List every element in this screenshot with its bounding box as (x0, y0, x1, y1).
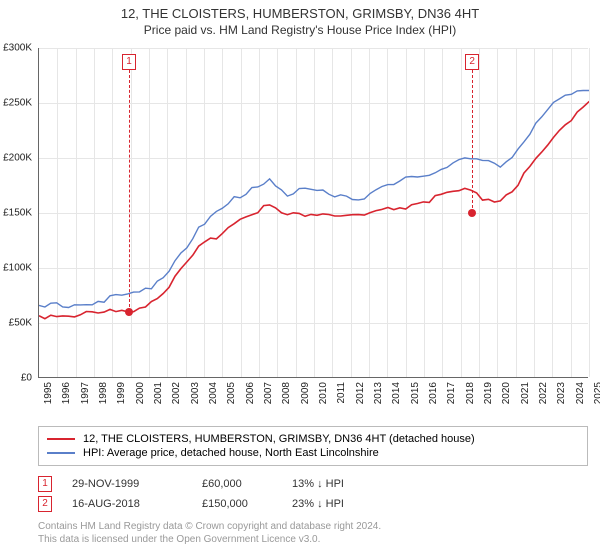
transaction-marker-line (472, 70, 473, 213)
transaction-row: 1 29-NOV-1999 £60,000 13% ↓ HPI (38, 476, 588, 492)
chart-subtitle: Price paid vs. HM Land Registry's House … (0, 23, 600, 37)
y-axis-label: £50K (9, 318, 32, 329)
transaction-diff: 13% ↓ HPI (292, 478, 382, 490)
footer-text: Contains HM Land Registry data © Crown c… (38, 520, 588, 546)
transaction-marker-dot (468, 209, 476, 217)
legend-label: 12, THE CLOISTERS, HUMBERSTON, GRIMSBY, … (83, 433, 475, 445)
series-svg (39, 48, 589, 378)
x-axis-label: 2016 (428, 382, 439, 404)
y-axis-label: £300K (3, 43, 32, 54)
transaction-row: 2 16-AUG-2018 £150,000 23% ↓ HPI (38, 496, 588, 512)
gridline-v (589, 48, 590, 377)
transaction-marker-box: 1 (122, 54, 136, 70)
chart-title: 12, THE CLOISTERS, HUMBERSTON, GRIMSBY, … (0, 6, 600, 21)
x-axis-label: 1998 (98, 382, 109, 404)
series-hpi (39, 91, 589, 308)
x-axis-label: 2011 (336, 382, 347, 404)
x-axis-label: 2004 (208, 382, 219, 404)
legend-row: HPI: Average price, detached house, Nort… (47, 447, 579, 459)
x-axis-label: 1995 (43, 382, 54, 404)
x-axis-label: 2008 (281, 382, 292, 404)
legend-and-footer: 12, THE CLOISTERS, HUMBERSTON, GRIMSBY, … (38, 426, 588, 546)
legend-row: 12, THE CLOISTERS, HUMBERSTON, GRIMSBY, … (47, 433, 579, 445)
x-axis-label: 1997 (80, 382, 91, 404)
x-axis-label: 2007 (263, 382, 274, 404)
x-axis-label: 2015 (410, 382, 421, 404)
transaction-marker-box: 2 (465, 54, 479, 70)
x-axis-label: 2013 (373, 382, 384, 404)
x-axis-label: 2018 (465, 382, 476, 404)
transaction-marker-icon: 2 (38, 496, 52, 512)
transaction-marker-line (129, 70, 130, 312)
x-axis-label: 2002 (171, 382, 182, 404)
x-axis-label: 2012 (355, 382, 366, 404)
x-axis-label: 2006 (245, 382, 256, 404)
x-axis-label: 2019 (483, 382, 494, 404)
plot-region: £0£50K£100K£150K£200K£250K£300K199519961… (38, 48, 588, 378)
y-axis-label: £150K (3, 208, 32, 219)
series-property (39, 102, 589, 319)
y-axis-label: £250K (3, 98, 32, 109)
y-axis-label: £0 (21, 373, 32, 384)
transaction-date: 29-NOV-1999 (72, 478, 182, 490)
x-axis-label: 2023 (556, 382, 567, 404)
x-axis-label: 2020 (501, 382, 512, 404)
x-axis-label: 2009 (300, 382, 311, 404)
y-axis-label: £200K (3, 153, 32, 164)
x-axis-label: 2014 (391, 382, 402, 404)
x-axis-label: 2017 (446, 382, 457, 404)
transaction-diff: 23% ↓ HPI (292, 498, 382, 510)
x-axis-label: 2025 (593, 382, 600, 404)
transaction-marker-icon: 1 (38, 476, 52, 492)
y-axis-label: £100K (3, 263, 32, 274)
x-axis-label: 1999 (116, 382, 127, 404)
transaction-price: £60,000 (202, 478, 272, 490)
x-axis-label: 2022 (538, 382, 549, 404)
x-axis-label: 1996 (61, 382, 72, 404)
legend-label: HPI: Average price, detached house, Nort… (83, 447, 379, 459)
x-axis-label: 2000 (135, 382, 146, 404)
title-block: 12, THE CLOISTERS, HUMBERSTON, GRIMSBY, … (0, 0, 600, 37)
transaction-marker-dot (125, 308, 133, 316)
chart-area: £0£50K£100K£150K£200K£250K£300K199519961… (38, 48, 588, 378)
chart-container: 12, THE CLOISTERS, HUMBERSTON, GRIMSBY, … (0, 0, 600, 560)
legend-box: 12, THE CLOISTERS, HUMBERSTON, GRIMSBY, … (38, 426, 588, 466)
x-axis-label: 2003 (190, 382, 201, 404)
x-axis-label: 2021 (520, 382, 531, 404)
x-axis-label: 2010 (318, 382, 329, 404)
legend-swatch (47, 438, 75, 440)
footer-line-1: Contains HM Land Registry data © Crown c… (38, 520, 588, 533)
legend-swatch (47, 452, 75, 454)
x-axis-label: 2005 (226, 382, 237, 404)
footer-line-2: This data is licensed under the Open Gov… (38, 533, 588, 546)
transaction-date: 16-AUG-2018 (72, 498, 182, 510)
x-axis-label: 2001 (153, 382, 164, 404)
x-axis-label: 2024 (575, 382, 586, 404)
transaction-table: 1 29-NOV-1999 £60,000 13% ↓ HPI 2 16-AUG-2018… (38, 476, 588, 512)
transaction-price: £150,000 (202, 498, 272, 510)
